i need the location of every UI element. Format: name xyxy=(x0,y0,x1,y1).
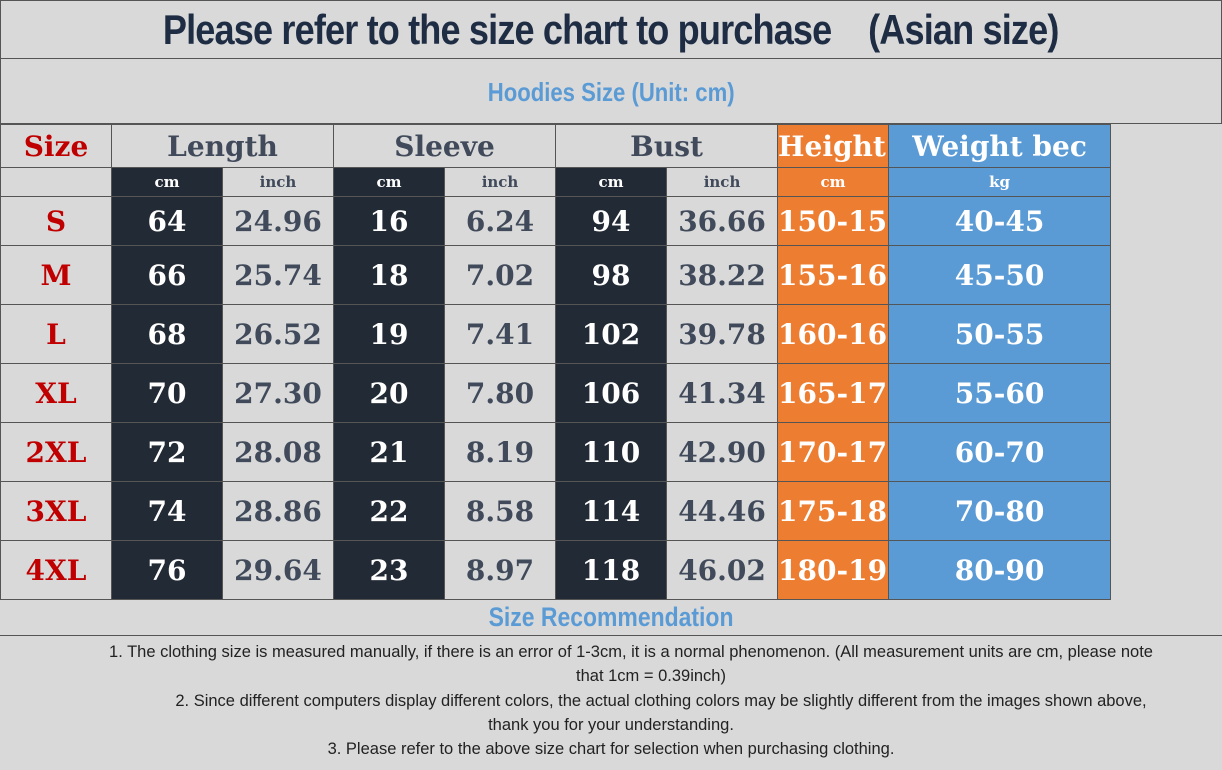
cell-bust-cm: 114 xyxy=(555,481,668,541)
note-3: 3. Please refer to the above size chart … xyxy=(327,740,895,758)
cell-bust-cm: 98 xyxy=(555,245,668,305)
cell-length-cm: 76 xyxy=(111,540,223,600)
unit-row: cm inch cm inch cm inch cm kg xyxy=(0,167,1222,197)
note-2-line-2: thank you for your understanding. xyxy=(488,716,734,734)
header-size: Size xyxy=(0,124,112,168)
cell-bust-cm: 106 xyxy=(555,363,668,423)
cell-bust-inch: 41.34 xyxy=(666,363,779,423)
cell-sleeve-inch: 8.58 xyxy=(444,481,557,541)
header-weight: Weight bec xyxy=(888,124,1112,168)
cell-sleeve-cm: 23 xyxy=(333,540,446,600)
cell-sleeve-inch: 8.19 xyxy=(444,422,557,482)
note-1-line-1: 1. The clothing size is measured manuall… xyxy=(109,643,1153,661)
cell-height: 150-155 xyxy=(777,196,890,246)
cell-length-cm: 72 xyxy=(111,422,223,482)
cell-bust-cm: 94 xyxy=(555,196,668,246)
cell-bust-inch: 38.22 xyxy=(666,245,779,305)
cell-size: XL xyxy=(0,363,112,423)
cell-bust-inch: 39.78 xyxy=(666,304,779,364)
cell-bust-inch: 42.90 xyxy=(666,422,779,482)
cell-sleeve-inch: 7.80 xyxy=(444,363,557,423)
cell-height: 155-160 xyxy=(777,245,890,305)
unit-length-inch: inch xyxy=(221,167,335,197)
cell-length-inch: 24.96 xyxy=(221,196,335,246)
size-rows: S6424.96166.249436.66150-15540-45M6625.7… xyxy=(0,196,1222,600)
cell-length-inch: 28.86 xyxy=(221,481,335,541)
chart-subtitle: Hoodies Size (Unit: cm) xyxy=(0,58,1222,124)
cell-weight: 80-90 xyxy=(888,540,1112,600)
cell-bust-cm: 110 xyxy=(555,422,668,482)
cell-sleeve-inch: 8.97 xyxy=(444,540,557,600)
cell-weight: 55-60 xyxy=(888,363,1112,423)
cell-bust-inch: 44.46 xyxy=(666,481,779,541)
cell-size: M xyxy=(0,245,112,305)
cell-size: L xyxy=(0,304,112,364)
cell-bust-cm: 102 xyxy=(555,304,668,364)
unit-weight: kg xyxy=(888,167,1112,197)
cell-bust-inch: 46.02 xyxy=(666,540,779,600)
unit-length-cm: cm xyxy=(111,167,223,197)
cell-size: 3XL xyxy=(0,481,112,541)
header-length: Length xyxy=(110,124,335,168)
note-1-line-2: that 1cm = 0.39inch) xyxy=(576,667,726,685)
cell-length-inch: 29.64 xyxy=(221,540,335,600)
cell-weight: 70-80 xyxy=(888,481,1112,541)
cell-weight: 45-50 xyxy=(888,245,1112,305)
header-height: Height poct xyxy=(777,124,890,168)
cell-length-inch: 28.08 xyxy=(221,422,335,482)
unit-bust-inch: inch xyxy=(666,167,779,197)
header-bust: Bust xyxy=(555,124,779,168)
cell-height: 165-170 xyxy=(777,363,890,423)
cell-sleeve-inch: 6.24 xyxy=(444,196,557,246)
cell-length-cm: 70 xyxy=(111,363,223,423)
unit-sleeve-cm: cm xyxy=(333,167,446,197)
cell-sleeve-inch: 7.41 xyxy=(444,304,557,364)
unit-size-blank xyxy=(0,167,112,197)
cell-height: 170-175 xyxy=(777,422,890,482)
header-sleeve: Sleeve xyxy=(333,124,557,168)
unit-sleeve-inch: inch xyxy=(444,167,557,197)
cell-sleeve-cm: 21 xyxy=(333,422,446,482)
chart-title: Please refer to the size chart to purcha… xyxy=(0,0,1222,58)
cell-sleeve-cm: 20 xyxy=(333,363,446,423)
note-2-line-1: 2. Since different computers display dif… xyxy=(175,692,1147,710)
cell-size: 4XL xyxy=(0,540,112,600)
cell-size: S xyxy=(0,196,112,246)
cell-length-cm: 74 xyxy=(111,481,223,541)
size-table: Size Length Sleeve Bust Height poct Weig… xyxy=(0,124,1222,600)
unit-bust-cm: cm xyxy=(555,167,668,197)
cell-length-cm: 64 xyxy=(111,196,223,246)
cell-height: 175-180 xyxy=(777,481,890,541)
cell-length-cm: 68 xyxy=(111,304,223,364)
cell-bust-inch: 36.66 xyxy=(666,196,779,246)
cell-weight: 60-70 xyxy=(888,422,1112,482)
cell-height: 160-165 xyxy=(777,304,890,364)
recommendation-title: Size Recommendation xyxy=(0,599,1222,636)
cell-height: 180-190 xyxy=(777,540,890,600)
cell-length-inch: 25.74 xyxy=(221,245,335,305)
unit-height: cm xyxy=(777,167,890,197)
cell-length-cm: 66 xyxy=(111,245,223,305)
cell-sleeve-cm: 19 xyxy=(333,304,446,364)
cell-sleeve-cm: 18 xyxy=(333,245,446,305)
cell-length-inch: 27.30 xyxy=(221,363,335,423)
cell-sleeve-cm: 16 xyxy=(333,196,446,246)
cell-weight: 40-45 xyxy=(888,196,1112,246)
header-row: Size Length Sleeve Bust Height poct Weig… xyxy=(0,124,1222,168)
cell-sleeve-cm: 22 xyxy=(333,481,446,541)
note-2: 2. Since different computers display dif… xyxy=(100,689,1222,737)
cell-sleeve-inch: 7.02 xyxy=(444,245,557,305)
cell-weight: 50-55 xyxy=(888,304,1112,364)
cell-length-inch: 26.52 xyxy=(221,304,335,364)
cell-bust-cm: 118 xyxy=(555,540,668,600)
note-1: 1. The clothing size is measured manuall… xyxy=(40,640,1222,688)
cell-size: 2XL xyxy=(0,422,112,482)
